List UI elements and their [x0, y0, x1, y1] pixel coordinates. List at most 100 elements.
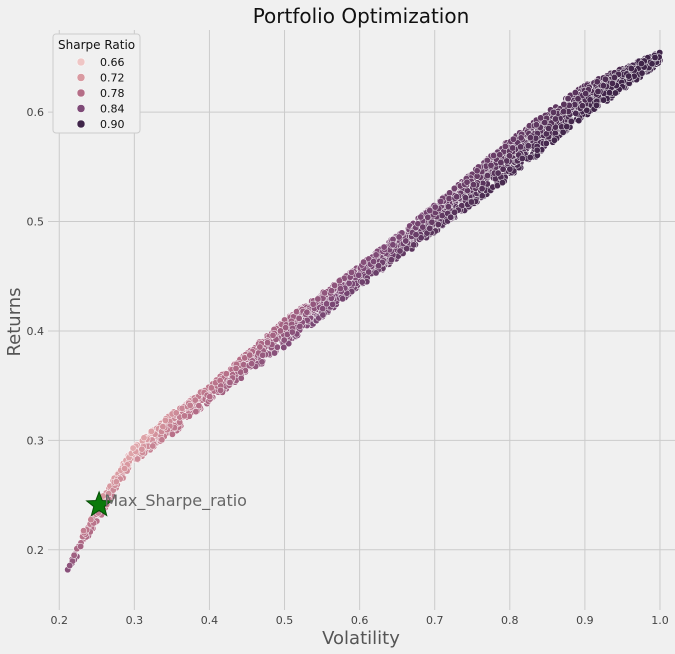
portfolio-point [181, 412, 188, 420]
portfolio-point [138, 445, 146, 453]
portfolio-point [445, 195, 453, 203]
portfolio-point [497, 159, 505, 166]
portfolio-point [319, 305, 327, 313]
portfolio-point [503, 157, 511, 165]
portfolio-point [499, 179, 506, 187]
portfolio-point [87, 516, 95, 524]
portfolio-point [321, 289, 329, 297]
portfolio-point [426, 224, 434, 232]
portfolio-point [375, 262, 383, 270]
x-tick-label: 0.8 [501, 614, 519, 627]
legend: Sharpe Ratio 0.66 0.72 0.78 0.84 0.90 [52, 33, 141, 134]
portfolio-point [129, 444, 137, 452]
portfolio-point [450, 184, 458, 192]
portfolio-point [348, 268, 356, 276]
portfolio-point [599, 82, 607, 90]
portfolio-point [608, 79, 616, 87]
portfolio-point [259, 351, 267, 359]
portfolio-point [578, 102, 586, 110]
legend-marker [76, 119, 86, 129]
portfolio-point [437, 198, 445, 205]
portfolio-point [594, 88, 602, 95]
legend-label: 0.90 [100, 118, 125, 131]
portfolio-point [276, 327, 284, 335]
x-tick-label: 0.6 [351, 614, 369, 627]
portfolio-point [264, 339, 272, 347]
portfolio-point [186, 401, 194, 409]
scatter-points [64, 49, 664, 574]
portfolio-point [648, 60, 656, 68]
portfolio-point [336, 285, 344, 293]
portfolio-point [518, 155, 526, 162]
x-tick-labels: 0.2 0.3 0.4 0.5 0.6 0.7 0.8 0.9 1.0 [51, 614, 669, 627]
portfolio-point [395, 233, 403, 241]
portfolio-point [417, 234, 425, 242]
portfolio-point [134, 455, 141, 463]
portfolio-point [237, 374, 245, 382]
portfolio-point [172, 409, 180, 417]
portfolio-point [560, 108, 568, 116]
legend-label: 0.84 [100, 103, 125, 116]
portfolio-point [345, 279, 353, 287]
portfolio-point [158, 436, 166, 444]
portfolio-point [335, 277, 343, 285]
portfolio-point [293, 308, 301, 316]
portfolio-point [563, 123, 571, 131]
grid-lines [48, 30, 675, 610]
portfolio-point [365, 268, 373, 276]
y-tick-label: 0.4 [27, 325, 45, 338]
portfolio-point [296, 322, 304, 330]
portfolio-point [444, 203, 452, 211]
portfolio-point [419, 223, 427, 231]
portfolio-point [496, 151, 504, 159]
portfolio-point [638, 69, 646, 77]
max-sharpe-star [85, 490, 113, 517]
portfolio-point [226, 379, 234, 386]
legend-box [52, 33, 141, 134]
x-tick-label: 0.4 [201, 614, 219, 627]
y-tick-label: 0.6 [27, 106, 45, 119]
portfolio-point [537, 114, 545, 122]
portfolio-point [387, 256, 395, 264]
portfolio-point [424, 213, 432, 221]
x-tick-label: 0.7 [426, 614, 444, 627]
portfolio-point [280, 344, 288, 351]
legend-title: Sharpe Ratio [58, 38, 135, 52]
portfolio-point [560, 100, 568, 108]
portfolio-point [149, 442, 157, 450]
portfolio-point [410, 241, 418, 249]
portfolio-point [487, 161, 495, 169]
portfolio-point [506, 165, 514, 173]
portfolio-point [484, 172, 491, 180]
x-tick-label: 0.2 [51, 614, 69, 627]
portfolio-point [70, 551, 78, 559]
portfolio-point [372, 269, 380, 277]
portfolio-point [417, 213, 425, 221]
portfolio-point [168, 430, 176, 438]
portfolio-point [582, 90, 590, 98]
portfolio-point [232, 365, 240, 372]
legend-label: 0.66 [100, 56, 125, 69]
portfolio-point [611, 74, 618, 81]
portfolio-point [329, 300, 337, 308]
portfolio-point [509, 144, 517, 152]
portfolio-point [80, 527, 88, 535]
portfolio-point [526, 134, 534, 142]
portfolio-point [248, 360, 256, 368]
portfolio-point [593, 101, 600, 109]
portfolio-point [637, 60, 645, 68]
portfolio-point [574, 95, 582, 103]
portfolio-point [453, 193, 461, 201]
portfolio-point [288, 328, 296, 336]
portfolio-point [559, 128, 567, 136]
portfolio-point [532, 121, 540, 129]
portfolio-point [140, 434, 148, 442]
portfolio-point [431, 203, 439, 211]
portfolio-point [600, 96, 608, 104]
portfolio-point [319, 311, 327, 319]
portfolio-point [552, 115, 559, 123]
portfolio-point [542, 139, 550, 147]
portfolio-point [446, 189, 454, 197]
max-sharpe-marker [85, 490, 113, 517]
